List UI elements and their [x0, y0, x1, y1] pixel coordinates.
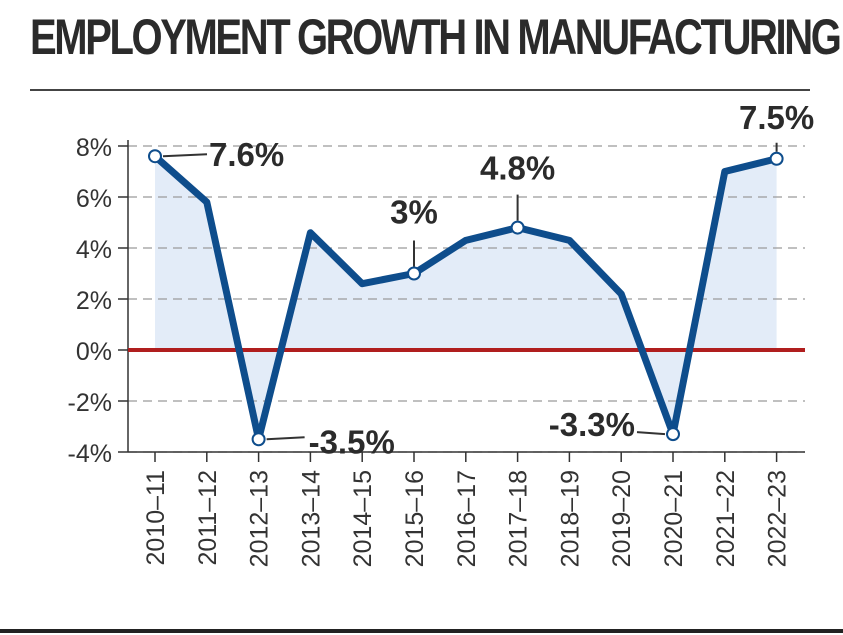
- data-point: [464, 238, 468, 242]
- x-tick-label: 2019–20: [608, 470, 636, 567]
- y-tick-label: 4%: [76, 236, 112, 264]
- data-label: -3.3%: [549, 406, 635, 443]
- x-tick-label: 2021–22: [712, 470, 740, 567]
- data-point: [308, 231, 312, 235]
- y-tick-label: 0%: [76, 338, 112, 366]
- data-point: [567, 238, 571, 242]
- x-tick-label: 2010–11: [142, 470, 170, 565]
- data-point: [205, 200, 209, 204]
- highlight-marker: [407, 266, 421, 281]
- x-tick-label: 2018–19: [556, 470, 584, 567]
- x-tick-label: 2011–12: [194, 470, 222, 565]
- data-label: 7.6%: [209, 136, 284, 173]
- annotation-leader: [266, 436, 305, 441]
- annotation-leader: [636, 431, 666, 436]
- y-tick-label: 6%: [76, 185, 112, 213]
- highlight-marker: [148, 149, 162, 164]
- highlight-marker: [769, 151, 784, 166]
- area-fill: [155, 156, 777, 440]
- chart-title: EMPLOYMENT GROWTH IN MANUFACTURING: [30, 9, 842, 65]
- y-tick-label: -4%: [68, 440, 112, 468]
- data-point: [619, 292, 623, 296]
- highlight-marker: [666, 427, 680, 442]
- data-point: [723, 170, 727, 173]
- data-label: 3%: [390, 194, 438, 231]
- highlight-marker: [251, 432, 266, 447]
- x-tick-label: 2012–13: [246, 470, 274, 567]
- x-tick-label: 2016–17: [453, 470, 481, 567]
- x-tick-label: 2013–14: [297, 470, 325, 567]
- data-label: 4.8%: [480, 150, 555, 187]
- data-point: [360, 282, 364, 286]
- x-tick-label: 2015–16: [401, 470, 429, 567]
- annotation-leader: [162, 153, 208, 158]
- highlight-marker: [510, 220, 525, 235]
- data-label: -3.5%: [309, 423, 395, 460]
- y-tick-label: -2%: [68, 389, 112, 417]
- data-label: 7.5%: [739, 99, 814, 136]
- title-rule: [30, 89, 810, 91]
- y-tick-label: 8%: [76, 134, 112, 162]
- x-tick-label: 2020–21: [660, 470, 688, 567]
- y-tick-label: 2%: [76, 287, 112, 315]
- x-tick-label: 2014–15: [349, 470, 377, 567]
- x-tick-label: 2017–18: [505, 470, 533, 567]
- x-tick-label: 2022–23: [764, 470, 792, 567]
- bottom-rule: [0, 629, 843, 633]
